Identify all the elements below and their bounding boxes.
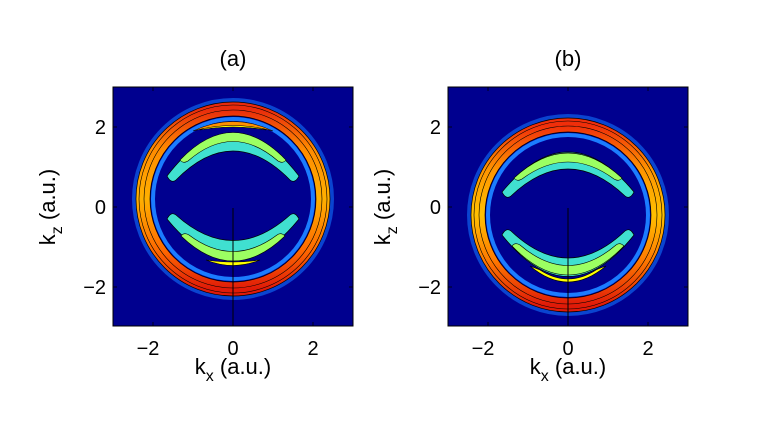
panel-b-xtick-label: 2 (642, 338, 653, 360)
panel-b-title: (b) (555, 46, 582, 71)
panel-a-xtick-label: 2 (307, 338, 318, 360)
panel-b-ytick-label: −2 (418, 277, 441, 299)
panel-b-ylabel: kz (a.u.) (370, 169, 401, 245)
panel-a-title: (a) (220, 46, 247, 71)
panel-a-frame (112, 86, 354, 327)
panel-a-xtick-label: 0 (227, 338, 238, 360)
panel-b-xtick-label: 0 (562, 338, 573, 360)
panel-b-upper-lobe-mid (513, 152, 623, 181)
panel-b-xlabel: kx (a.u.) (530, 354, 606, 385)
panel-b-ticks (448, 87, 688, 326)
panel-b-xtick-label: −2 (472, 338, 495, 360)
panel-a-upper-lobe-mid (179, 132, 287, 163)
panel-a-ytick-label: 0 (95, 197, 106, 219)
panel-b-frame (447, 86, 689, 327)
panel-a-ytick-label: −2 (83, 277, 106, 299)
panel-b-ytick-label: 2 (430, 117, 441, 139)
panel-a-ylabel: kz (a.u.) (35, 169, 66, 245)
panel-b-ytick-label: 0 (430, 197, 441, 219)
panel-a-xtick-label: −2 (137, 338, 160, 360)
panel-a-ticks (113, 87, 353, 326)
panel-b-lower-lobe-mid (511, 243, 625, 276)
panel-a-ytick-label: 2 (95, 117, 106, 139)
panel-b-lower-lobe-core (529, 265, 607, 283)
panel-a-xlabel: kx (a.u.) (195, 354, 271, 385)
panel-b: (b) −2 0 (370, 46, 689, 385)
panel-a-upper-cap (192, 121, 274, 132)
panel-a: (a) (35, 46, 354, 385)
panel-a-lower-lobe-mid (180, 233, 286, 262)
